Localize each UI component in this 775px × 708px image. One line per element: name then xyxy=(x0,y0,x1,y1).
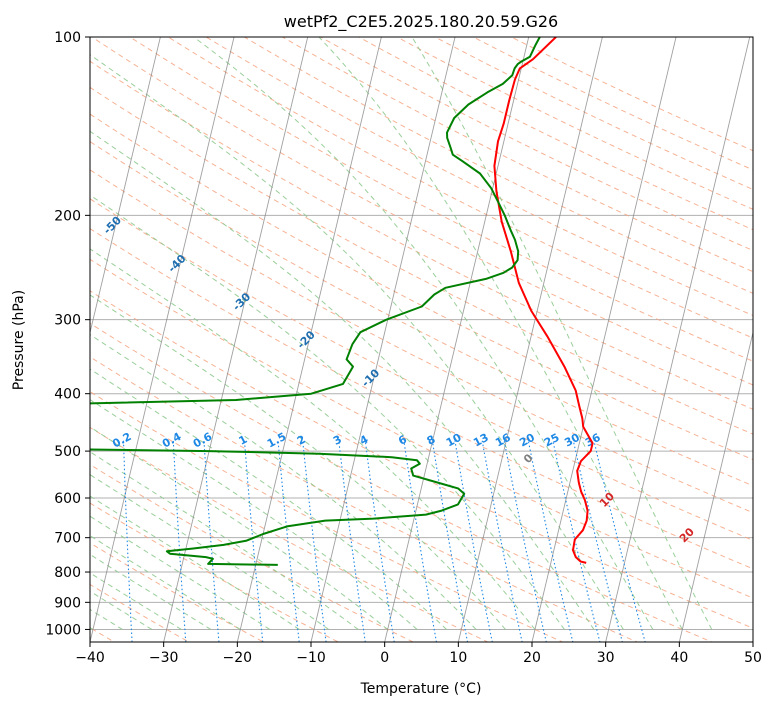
moist-adiabat-line xyxy=(90,54,624,630)
mixing-ratio-line xyxy=(593,440,646,642)
x-tick-label: −20 xyxy=(223,650,253,666)
dry-adiabat-line xyxy=(90,141,753,487)
y-axis-ticks: 100 200 300 400 500 600 700 800 900 1000 xyxy=(45,30,90,638)
dry-adiabat-line xyxy=(90,60,753,410)
moist-adiabats xyxy=(90,37,713,630)
mixing-ratio-line xyxy=(364,440,395,642)
chart-title: wetPf2_C2E5.2025.180.20.59.G26 xyxy=(284,12,558,32)
x-tick-label: 10 xyxy=(449,650,467,666)
moist-adiabat-line xyxy=(318,37,683,630)
moist-adiabat-line xyxy=(90,130,595,630)
x-axis-label: Temperature (°C) xyxy=(360,681,482,697)
mixing-ratio-label: 10 xyxy=(444,431,464,450)
mixing-ratio-label: 16 xyxy=(493,431,513,450)
moist-adiabat-line xyxy=(90,368,447,630)
mixing-ratio-label: 20 xyxy=(517,431,537,450)
y-tick-label: 500 xyxy=(54,444,81,460)
y-axis-label: Pressure (hPa) xyxy=(11,290,27,390)
dry-adiabats xyxy=(90,37,753,642)
dry-adiabat-line xyxy=(90,198,753,541)
x-tick-label: 50 xyxy=(744,650,762,666)
dry-adiabat-line xyxy=(90,37,753,386)
temperature-profile-line xyxy=(493,37,594,564)
isotherm-line xyxy=(90,37,235,642)
isotherm-line xyxy=(678,330,753,642)
dry-adiabat-line xyxy=(90,290,753,629)
dry-adiabat-line xyxy=(395,37,753,210)
plot-frame xyxy=(89,36,754,643)
y-tick-label: 1000 xyxy=(45,622,81,638)
x-tick-label: 30 xyxy=(597,650,615,666)
mixing-ratio-label: 13 xyxy=(471,431,491,450)
y-tick-label: 100 xyxy=(54,30,81,46)
x-axis-ticks: −40 −30 −20 −10 0 10 20 30 40 50 xyxy=(75,642,762,666)
mixing-ratio-label: 30 xyxy=(562,431,582,450)
x-tick-label: 40 xyxy=(670,650,688,666)
dry-adiabat-line xyxy=(90,113,753,461)
isotherm-line xyxy=(384,37,530,642)
dry-adiabat-line xyxy=(243,37,753,294)
y-tick-label: 800 xyxy=(54,565,81,581)
x-tick-label: 20 xyxy=(523,650,541,666)
plot-area: 0.10.20.40.611.52346810131620253036-100-… xyxy=(90,37,753,642)
dry-adiabat-line xyxy=(167,37,753,339)
x-tick-label: −10 xyxy=(296,650,326,666)
mixing-ratio-line xyxy=(122,440,133,642)
dry-adiabat-line xyxy=(90,86,753,435)
mixing-ratio-line xyxy=(172,440,187,642)
moist-adiabat-line xyxy=(193,37,654,630)
dry-adiabat-line xyxy=(433,37,753,190)
y-tick-label: 200 xyxy=(54,208,81,224)
mixing-ratio-line xyxy=(302,440,327,642)
dry-adiabat-line xyxy=(319,37,753,252)
moist-adiabat-line xyxy=(90,248,536,630)
moist-adiabat-line xyxy=(411,37,713,630)
isotherm-line xyxy=(236,37,382,642)
isotherm-line xyxy=(605,37,751,642)
mixing-ratio-line xyxy=(338,440,366,642)
dry-adiabat-line xyxy=(90,502,340,642)
moist-adiabat-line xyxy=(90,399,418,630)
isotherm-line xyxy=(531,37,677,642)
moist-adiabat-line xyxy=(90,474,329,630)
y-tick-label: 900 xyxy=(54,595,81,611)
moist-adiabat-line xyxy=(90,294,506,630)
mixing-ratio-line xyxy=(572,440,623,642)
isotherm-line xyxy=(310,37,456,642)
dry-adiabat-line xyxy=(90,258,753,599)
profile-series xyxy=(90,37,594,566)
dry-adiabat-line xyxy=(90,356,639,642)
dry-adiabat-line xyxy=(90,542,265,642)
dry-adiabat-line xyxy=(90,322,714,642)
y-tick-label: 600 xyxy=(54,491,81,507)
isotherm-grid xyxy=(90,37,753,642)
y-tick-label: 400 xyxy=(54,387,81,403)
mixing-ratio-lines xyxy=(122,440,646,642)
y-tick-label: 300 xyxy=(54,313,81,329)
x-tick-label: −40 xyxy=(75,650,105,666)
dry-adiabat-line xyxy=(510,37,753,152)
dry-adiabat-line xyxy=(90,228,753,570)
x-tick-label: −30 xyxy=(149,650,179,666)
mixing-ratio-line xyxy=(277,440,300,642)
dewpoint-profile-line xyxy=(90,37,541,566)
y-tick-label: 700 xyxy=(54,531,81,547)
isotherm-line xyxy=(457,37,603,642)
mixing-ratio-label: 25 xyxy=(542,431,562,450)
isotherm-line xyxy=(163,37,309,642)
x-tick-label: 0 xyxy=(380,650,389,666)
moist-adiabat-line xyxy=(90,495,300,630)
